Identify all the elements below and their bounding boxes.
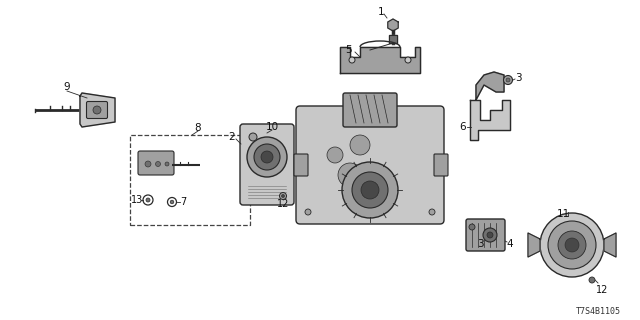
Circle shape <box>548 221 596 269</box>
Text: 9: 9 <box>64 82 70 92</box>
Circle shape <box>487 232 493 238</box>
Polygon shape <box>388 19 398 31</box>
FancyBboxPatch shape <box>343 93 397 127</box>
Text: 2: 2 <box>228 132 236 142</box>
Text: 8: 8 <box>195 123 202 133</box>
Circle shape <box>483 228 497 242</box>
Circle shape <box>165 162 169 166</box>
Circle shape <box>282 195 285 197</box>
Text: 10: 10 <box>266 122 278 132</box>
Circle shape <box>504 76 513 84</box>
Circle shape <box>93 106 101 114</box>
Text: 1: 1 <box>378 7 384 17</box>
Circle shape <box>506 78 510 82</box>
Text: 3: 3 <box>515 73 522 83</box>
Polygon shape <box>528 233 540 257</box>
Text: 11: 11 <box>556 209 570 219</box>
Text: 3: 3 <box>477 239 483 249</box>
Polygon shape <box>476 72 504 100</box>
FancyBboxPatch shape <box>466 219 505 251</box>
Circle shape <box>254 144 280 170</box>
Circle shape <box>261 151 273 163</box>
Text: 5: 5 <box>345 45 351 55</box>
FancyBboxPatch shape <box>86 101 108 118</box>
Polygon shape <box>604 233 616 257</box>
Text: 12: 12 <box>596 285 608 295</box>
Circle shape <box>338 163 362 187</box>
FancyBboxPatch shape <box>240 124 294 205</box>
Polygon shape <box>470 100 510 140</box>
Circle shape <box>589 277 595 283</box>
Circle shape <box>342 162 398 218</box>
Circle shape <box>249 133 257 141</box>
Text: T7S4B1105: T7S4B1105 <box>575 308 621 316</box>
Circle shape <box>350 135 370 155</box>
Circle shape <box>170 200 174 204</box>
Circle shape <box>327 147 343 163</box>
Polygon shape <box>340 47 420 73</box>
Bar <box>389 35 397 43</box>
FancyBboxPatch shape <box>296 106 444 224</box>
Text: 12: 12 <box>277 199 289 209</box>
FancyBboxPatch shape <box>294 154 308 176</box>
Circle shape <box>352 172 388 208</box>
FancyBboxPatch shape <box>138 151 174 175</box>
Circle shape <box>349 57 355 63</box>
Circle shape <box>145 161 151 167</box>
Circle shape <box>558 231 586 259</box>
Polygon shape <box>80 93 115 127</box>
Circle shape <box>469 224 475 230</box>
Circle shape <box>146 198 150 202</box>
Text: 13: 13 <box>131 195 143 205</box>
Circle shape <box>247 137 287 177</box>
Text: 6: 6 <box>460 122 467 132</box>
Circle shape <box>305 209 311 215</box>
Text: 7: 7 <box>180 197 186 207</box>
Circle shape <box>405 57 411 63</box>
Text: 4: 4 <box>507 239 513 249</box>
Circle shape <box>429 209 435 215</box>
Circle shape <box>540 213 604 277</box>
FancyBboxPatch shape <box>434 154 448 176</box>
Circle shape <box>156 162 161 166</box>
Circle shape <box>361 181 379 199</box>
Circle shape <box>565 238 579 252</box>
Circle shape <box>280 193 287 199</box>
